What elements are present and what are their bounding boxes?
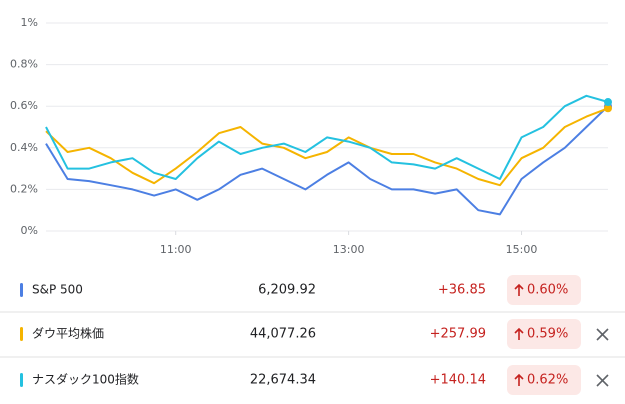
series-marker — [20, 283, 23, 297]
percent-badge — [507, 275, 581, 305]
row-percent: 0.59% — [527, 327, 568, 342]
x-tick-label: 15:00 — [506, 243, 538, 256]
up-arrow — [514, 327, 524, 340]
series-marker — [20, 373, 23, 387]
series-line — [45, 107, 609, 187]
x-tick-label: 13:00 — [333, 243, 365, 256]
y-tick-label: 0.6% — [10, 99, 38, 112]
row-price: 6,209.92 — [258, 283, 316, 298]
row-percent: 0.62% — [527, 373, 568, 388]
row-change: +257.99 — [430, 327, 486, 342]
up-arrow — [514, 283, 524, 296]
close-icon[interactable] — [596, 374, 609, 387]
end-point — [604, 98, 612, 107]
x-tick-label: 11:00 — [160, 243, 192, 256]
row-percent: 0.60% — [527, 283, 568, 298]
percent-badge — [507, 365, 581, 395]
table-row: ダウ平均株価 44,077.26 +257.99 0.59% — [20, 319, 581, 349]
close-icon[interactable] — [596, 328, 609, 341]
table-row: S&P 500 6,209.92 +36.85 0.60% — [20, 275, 581, 305]
end-point — [604, 104, 612, 113]
row-name: S&P 500 — [32, 283, 83, 297]
row-name: ナスダック100指数 — [32, 372, 139, 387]
percent-badge — [507, 319, 581, 349]
y-tick-label: 1% — [21, 16, 38, 29]
y-tick-label: 0.8% — [10, 58, 38, 71]
y-tick-label: 0% — [21, 224, 38, 237]
series-line — [45, 105, 609, 216]
table-row: ナスダック100指数 22,674.34 +140.14 0.62% — [20, 365, 581, 395]
row-price: 44,077.26 — [250, 327, 316, 342]
series-marker — [20, 327, 23, 341]
table — [0, 311, 625, 387]
series-line — [45, 94, 609, 180]
y-tick-label: 0.2% — [10, 182, 38, 195]
up-arrow — [514, 373, 524, 386]
row-change: +140.14 — [430, 373, 486, 388]
y-tick-label: 0.4% — [10, 141, 38, 154]
row-change: +36.85 — [438, 283, 486, 298]
row-name: ダウ平均株価 — [32, 326, 104, 341]
row-price: 22,674.34 — [250, 373, 316, 388]
